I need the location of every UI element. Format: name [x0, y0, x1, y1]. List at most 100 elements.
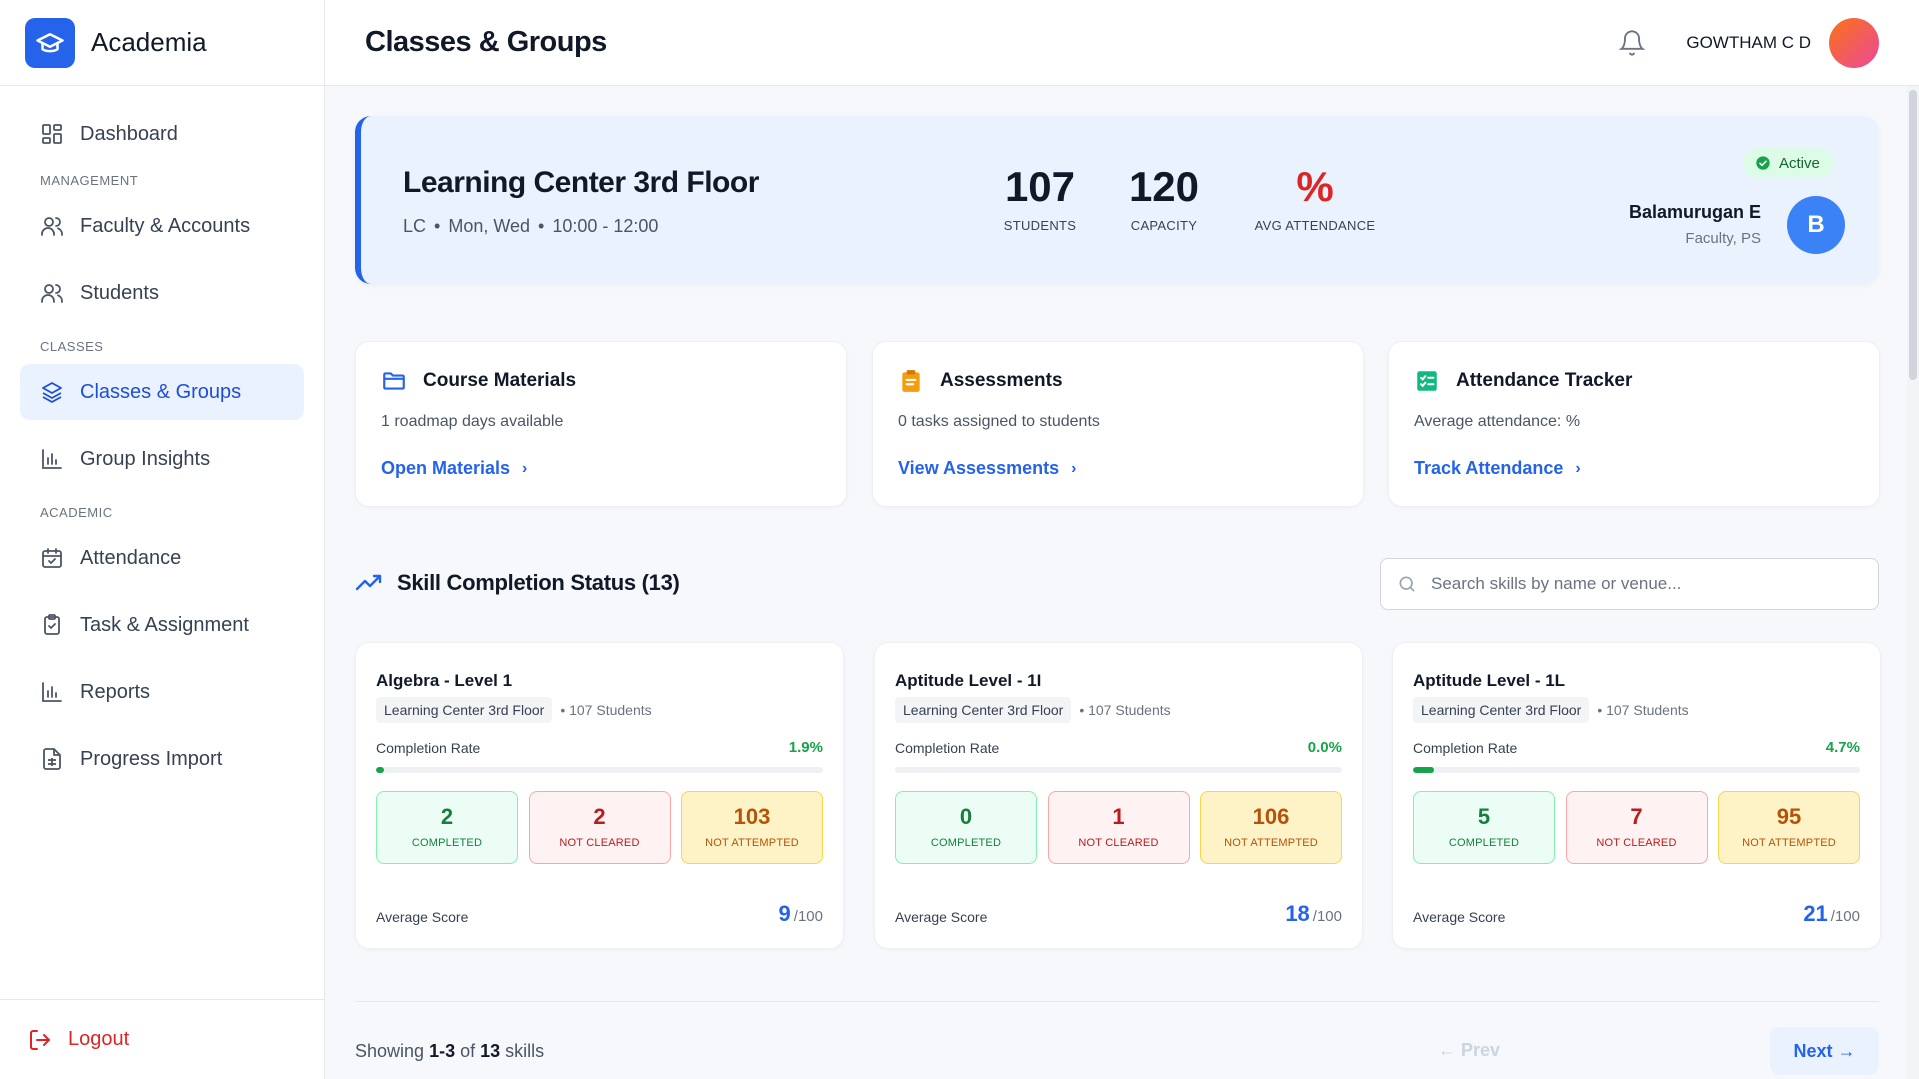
not-attempted-count: 106: [1252, 804, 1290, 829]
search-icon: [1399, 576, 1415, 592]
completed-box: 2 COMPLETED: [376, 791, 518, 864]
student-count: • 107 Students: [1597, 702, 1689, 718]
skill-card[interactable]: Aptitude Level - 1I Learning Center 3rd …: [874, 642, 1363, 949]
sidebar-item-label: Group Insights: [80, 447, 211, 470]
app-name: Academia: [91, 27, 207, 57]
sidebar-item-dashboard[interactable]: Dashboard: [20, 106, 304, 162]
completion-progress-bar: [376, 767, 823, 773]
sidebar-item-progress-import[interactable]: Progress Import: [20, 731, 304, 787]
course-materials-card: Course Materials 1 roadmap days availabl…: [355, 341, 847, 507]
card-header: Attendance Tracker: [1414, 368, 1632, 394]
view-assessments-link[interactable]: View Assessments ›: [898, 458, 1076, 479]
next-page-button[interactable]: Next →: [1770, 1027, 1879, 1075]
track-attendance-link[interactable]: Track Attendance ›: [1414, 458, 1581, 479]
completed-label: COMPLETED: [411, 837, 483, 849]
student-count: • 107 Students: [1079, 702, 1171, 718]
card-header: Assessments: [898, 368, 1063, 394]
completion-rate-label: Completion Rate: [1413, 740, 1518, 756]
completed-box: 0 COMPLETED: [895, 791, 1037, 864]
check-circle-icon: [1756, 156, 1770, 170]
users-icon: [41, 217, 63, 236]
average-score: 21/100: [1803, 901, 1860, 927]
sidebar-item-tasks[interactable]: Task & Assignment: [20, 597, 304, 653]
skill-card[interactable]: Aptitude Level - 1L Learning Center 3rd …: [1392, 642, 1881, 949]
topbar-right: GOWTHAM C D: [1618, 17, 1879, 68]
pagination-summary: Showing 1-3 of 13 skills: [355, 1041, 545, 1061]
sidebar-item-insights[interactable]: Group Insights: [20, 431, 304, 487]
not-cleared-label: NOT CLEARED: [1078, 837, 1159, 849]
bar-chart-icon: [42, 682, 62, 702]
scrollbar-thumb[interactable]: [1909, 90, 1917, 380]
class-days: Mon, Wed: [448, 216, 531, 236]
average-score-max: /100: [793, 908, 823, 925]
sidebar-nav: Dashboard MANAGEMENT Faculty & Accounts …: [0, 86, 324, 787]
sidebar-item-attendance[interactable]: Attendance: [20, 530, 304, 586]
search-input[interactable]: [1431, 574, 1871, 594]
folder-icon: [383, 372, 405, 390]
stat-value: %: [1296, 163, 1334, 210]
sidebar-item-faculty[interactable]: Faculty & Accounts: [20, 198, 304, 254]
stat-avg-attendance: % AVG ATTENDANCE: [1245, 163, 1385, 234]
page-scrollbar[interactable]: [1907, 86, 1919, 1079]
not-cleared-label: NOT CLEARED: [1596, 837, 1677, 849]
card-title: Course Materials: [423, 370, 577, 391]
prev-page-button[interactable]: ← Prev: [1438, 1040, 1501, 1060]
completion-progress-bar: [895, 767, 1342, 773]
stat-value: 107: [1004, 163, 1076, 210]
file-spreadsheet-icon: [43, 748, 61, 770]
sidebar-item-label: Classes & Groups: [80, 380, 242, 403]
open-materials-link[interactable]: Open Materials ›: [381, 458, 527, 479]
sidebar-item-label: Attendance: [80, 546, 182, 569]
not-attempted-label: NOT ATTEMPTED: [1224, 837, 1318, 849]
logout-icon: [30, 1029, 50, 1050]
nav-section-management: MANAGEMENT: [40, 173, 139, 188]
bell-icon[interactable]: [1618, 29, 1646, 57]
skill-title: Aptitude Level - 1I: [895, 671, 1042, 690]
stat-label: STUDENTS: [1003, 218, 1077, 233]
class-code: LC: [403, 216, 427, 236]
not-attempted-box: 103 NOT ATTEMPTED: [681, 791, 823, 864]
not-cleared-box: 1 NOT CLEARED: [1047, 791, 1190, 864]
stat-label: AVG ATTENDANCE: [1254, 218, 1376, 233]
completion-rate-label: Completion Rate: [895, 740, 1000, 756]
average-score-label: Average Score: [376, 909, 469, 925]
avatar[interactable]: [1829, 17, 1879, 68]
logout-button[interactable]: Logout: [0, 999, 324, 1079]
sidebar-item-label: Progress Import: [80, 747, 223, 770]
sidebar: Academia Dashboard MANAGEMENT Faculty & …: [0, 0, 325, 1079]
card-description: 0 tasks assigned to students: [898, 413, 1100, 430]
card-description: Average attendance: %: [1414, 413, 1581, 430]
user-name[interactable]: GOWTHAM C D: [1686, 32, 1811, 52]
skill-card[interactable]: Algebra - Level 1 Learning Center 3rd Fl…: [355, 642, 844, 949]
sidebar-item-classes[interactable]: Classes & Groups: [20, 364, 304, 420]
nav-section-classes: CLASSES: [40, 339, 104, 354]
completion-rate-value: 1.9%: [788, 739, 823, 756]
completion-rate-value: 4.7%: [1825, 739, 1860, 756]
venue-badge: Learning Center 3rd Floor: [1413, 697, 1590, 723]
class-time: 10:00 - 12:00: [552, 216, 659, 236]
logout-label: Logout: [68, 1028, 130, 1050]
chevron-right-icon: ›: [1071, 459, 1077, 477]
class-title: Learning Center 3rd Floor: [403, 166, 759, 199]
sidebar-item-label: Dashboard: [80, 122, 178, 145]
clipboard-check-icon: [44, 614, 60, 635]
average-score-max: /100: [1312, 908, 1342, 925]
class-summary-card: Learning Center 3rd Floor LC • Mon, Wed • 10…: [355, 116, 1879, 284]
layers-icon: [42, 382, 62, 403]
not-cleared-count: 2: [593, 804, 606, 829]
clipboard-list-icon: [902, 370, 920, 392]
sidebar-item-students[interactable]: Students: [20, 265, 304, 321]
link-label: Open Materials: [381, 458, 511, 478]
skill-title: Aptitude Level - 1L: [1413, 671, 1566, 690]
average-score-value: 18: [1285, 901, 1310, 926]
not-cleared-box: 7 NOT CLEARED: [1565, 791, 1708, 864]
venue-badge: Learning Center 3rd Floor: [895, 697, 1072, 723]
skill-tags: Learning Center 3rd Floor • 107 Students: [1413, 697, 1689, 723]
sidebar-item-reports[interactable]: Reports: [20, 664, 304, 720]
average-score-value: 21: [1803, 901, 1828, 926]
brand[interactable]: Academia: [0, 0, 324, 86]
not-attempted-box: 106 NOT ATTEMPTED: [1200, 791, 1342, 864]
not-cleared-count: 7: [1630, 804, 1643, 829]
class-meta: LC • Mon, Wed • 10:00 - 12:00: [403, 216, 659, 236]
completed-label: COMPLETED: [930, 837, 1002, 849]
